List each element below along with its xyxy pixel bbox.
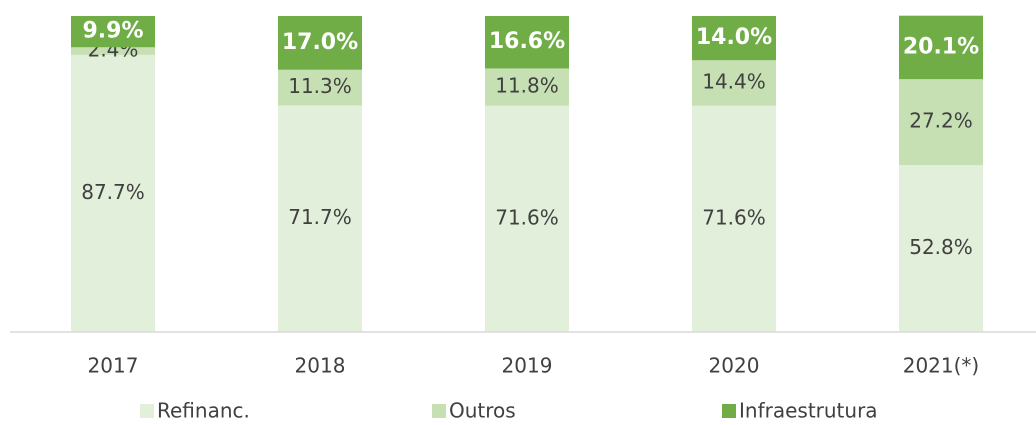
x-tick-label: 2017 <box>88 354 139 378</box>
bar-segment <box>71 16 155 48</box>
x-tick-label: 2019 <box>502 354 553 378</box>
legend-label: Infraestrutura <box>739 399 878 423</box>
x-tick-label: 2018 <box>295 354 346 378</box>
data-label: 87.7% <box>81 180 145 204</box>
legend-label: Refinanc. <box>157 399 250 423</box>
bar-segment <box>692 105 776 332</box>
legend-swatch <box>722 404 736 418</box>
bar-segment <box>692 16 776 61</box>
data-label: 71.6% <box>702 205 766 229</box>
data-label: 20.1% <box>903 34 979 59</box>
bar-segment <box>899 15 983 80</box>
bar-segment <box>899 165 983 332</box>
data-label: 14.4% <box>702 69 766 93</box>
bar-segment <box>692 60 776 106</box>
data-label: 11.8% <box>495 74 559 98</box>
data-label: 17.0% <box>282 30 358 55</box>
legend-swatch <box>140 404 154 418</box>
x-tick-label: 2020 <box>709 354 760 378</box>
bar-segment <box>278 16 362 70</box>
bar-segment <box>899 79 983 166</box>
bar-segment <box>485 105 569 332</box>
bar-segment <box>71 54 155 332</box>
data-label: 16.6% <box>489 29 565 54</box>
data-label: 9.9% <box>82 19 143 44</box>
data-label: 27.2% <box>909 109 973 133</box>
data-label: 71.6% <box>495 205 559 229</box>
data-label: 11.3% <box>288 74 352 98</box>
data-label: 71.7% <box>288 205 352 229</box>
data-label: 14.0% <box>696 25 772 50</box>
legend-swatch <box>432 404 446 418</box>
bar-segment <box>278 105 362 332</box>
legend-label: Outros <box>449 399 516 423</box>
bar-segment <box>485 68 569 106</box>
bar-segment <box>71 47 155 55</box>
bar-segment <box>485 16 569 69</box>
data-label: 52.8% <box>909 235 973 259</box>
x-tick-label: 2021(*) <box>903 354 980 378</box>
bar-segment <box>278 69 362 106</box>
